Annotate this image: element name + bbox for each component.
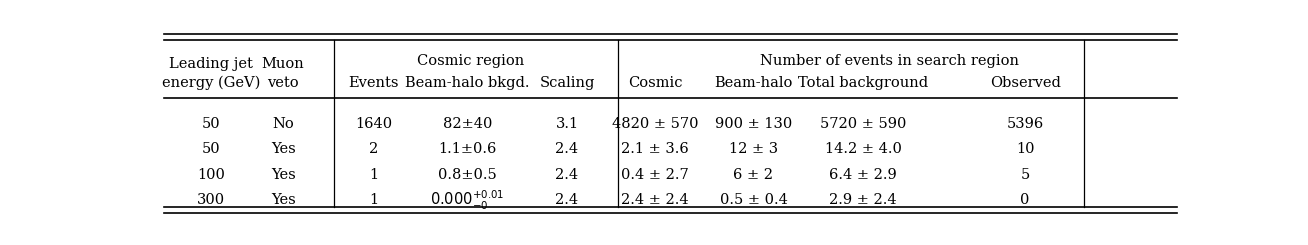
Text: 5720 ± 590: 5720 ± 590: [820, 117, 906, 131]
Text: 82±40: 82±40: [443, 117, 492, 131]
Text: Observed: Observed: [990, 76, 1061, 90]
Text: No: No: [272, 117, 294, 131]
Text: 0.8±0.5: 0.8±0.5: [438, 168, 497, 182]
Text: Muon: Muon: [262, 57, 305, 71]
Text: 5: 5: [1020, 168, 1029, 182]
Text: Yes: Yes: [271, 142, 296, 156]
Text: 6.4 ± 2.9: 6.4 ± 2.9: [829, 168, 897, 182]
Text: 2.4: 2.4: [556, 142, 578, 156]
Text: Leading jet: Leading jet: [169, 57, 252, 71]
Text: Scaling: Scaling: [539, 76, 595, 90]
Text: 1: 1: [369, 193, 378, 207]
Text: veto: veto: [267, 76, 300, 90]
Text: Total background: Total background: [798, 76, 927, 90]
Text: 14.2 ± 4.0: 14.2 ± 4.0: [824, 142, 901, 156]
Text: 6 ± 2: 6 ± 2: [734, 168, 773, 182]
Text: 1: 1: [369, 168, 378, 182]
Text: energy (GeV): energy (GeV): [162, 76, 260, 90]
Text: 50: 50: [201, 142, 221, 156]
Text: Beam-halo: Beam-halo: [714, 76, 793, 90]
Text: 2.9 ± 2.4: 2.9 ± 2.4: [829, 193, 897, 207]
Text: 10: 10: [1016, 142, 1035, 156]
Text: 1.1±0.6: 1.1±0.6: [438, 142, 497, 156]
Text: Beam-halo bkgd.: Beam-halo bkgd.: [405, 76, 530, 90]
Text: 1640: 1640: [354, 117, 392, 131]
Text: 4820 ± 570: 4820 ± 570: [612, 117, 698, 131]
Text: Events: Events: [348, 76, 399, 90]
Text: 2.4 ± 2.4: 2.4 ± 2.4: [621, 193, 689, 207]
Text: Cosmic region: Cosmic region: [416, 53, 523, 68]
Text: 2: 2: [369, 142, 378, 156]
Text: 2.4: 2.4: [556, 193, 578, 207]
Text: 2.4: 2.4: [556, 168, 578, 182]
Text: 5396: 5396: [1007, 117, 1044, 131]
Text: $0.000^{+0.01}_{-0}$: $0.000^{+0.01}_{-0}$: [430, 189, 505, 212]
Text: 50: 50: [201, 117, 221, 131]
Text: 300: 300: [198, 193, 225, 207]
Text: 2.1 ± 3.6: 2.1 ± 3.6: [621, 142, 689, 156]
Text: 0: 0: [1020, 193, 1029, 207]
Text: 0.4 ± 2.7: 0.4 ± 2.7: [621, 168, 689, 182]
Text: 100: 100: [198, 168, 225, 182]
Text: Yes: Yes: [271, 193, 296, 207]
Text: Number of events in search region: Number of events in search region: [760, 53, 1019, 68]
Text: 3.1: 3.1: [556, 117, 578, 131]
Text: 12 ± 3: 12 ± 3: [729, 142, 778, 156]
Text: 900 ± 130: 900 ± 130: [715, 117, 793, 131]
Text: Cosmic: Cosmic: [628, 76, 683, 90]
Text: Yes: Yes: [271, 168, 296, 182]
Text: 0.5 ± 0.4: 0.5 ± 0.4: [719, 193, 787, 207]
